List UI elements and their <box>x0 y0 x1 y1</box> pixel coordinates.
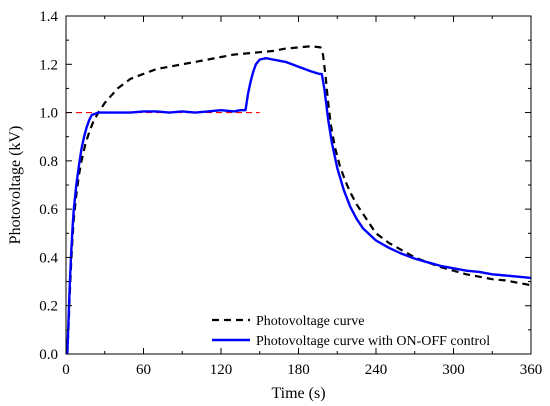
y-tick-label: 0.6 <box>39 202 58 218</box>
legend-label-on-off-control: Photovoltage curve with ON-OFF control <box>256 334 490 349</box>
x-tick-label: 240 <box>365 362 388 378</box>
legend: Photovoltage curve Photovoltage curve wi… <box>212 314 490 349</box>
x-tick-label: 300 <box>442 362 465 378</box>
series-line-photovoltage-curve <box>66 45 532 355</box>
series-line-on-off-control <box>66 57 532 355</box>
y-axis-title: Photovoltage (kV) <box>7 126 24 245</box>
x-tick-label: 180 <box>287 362 310 378</box>
x-tick-label: 360 <box>520 362 543 378</box>
y-tick-label: 1.2 <box>39 57 58 73</box>
x-tick-label: 0 <box>62 362 70 378</box>
y-tick-label: 0.8 <box>39 154 58 170</box>
legend-label-photovoltage-curve: Photovoltage curve <box>256 314 364 329</box>
y-tick-label: 0.4 <box>39 250 58 266</box>
x-tick-label: 60 <box>136 362 151 378</box>
x-axis-ticks: 0 60 120 180 240 300 360 <box>62 16 542 378</box>
y-tick-label: 0.0 <box>39 347 58 363</box>
y-tick-label: 1.4 <box>39 9 58 25</box>
y-axis-ticks: 0.0 0.2 0.4 0.6 0.8 1.0 1.2 1.4 <box>39 9 531 363</box>
series-layer <box>66 45 532 355</box>
x-axis-title: Time (s) <box>271 385 325 402</box>
y-tick-label: 1.0 <box>39 106 58 122</box>
x-tick-label: 120 <box>210 362 233 378</box>
y-tick-label: 0.2 <box>39 299 58 315</box>
